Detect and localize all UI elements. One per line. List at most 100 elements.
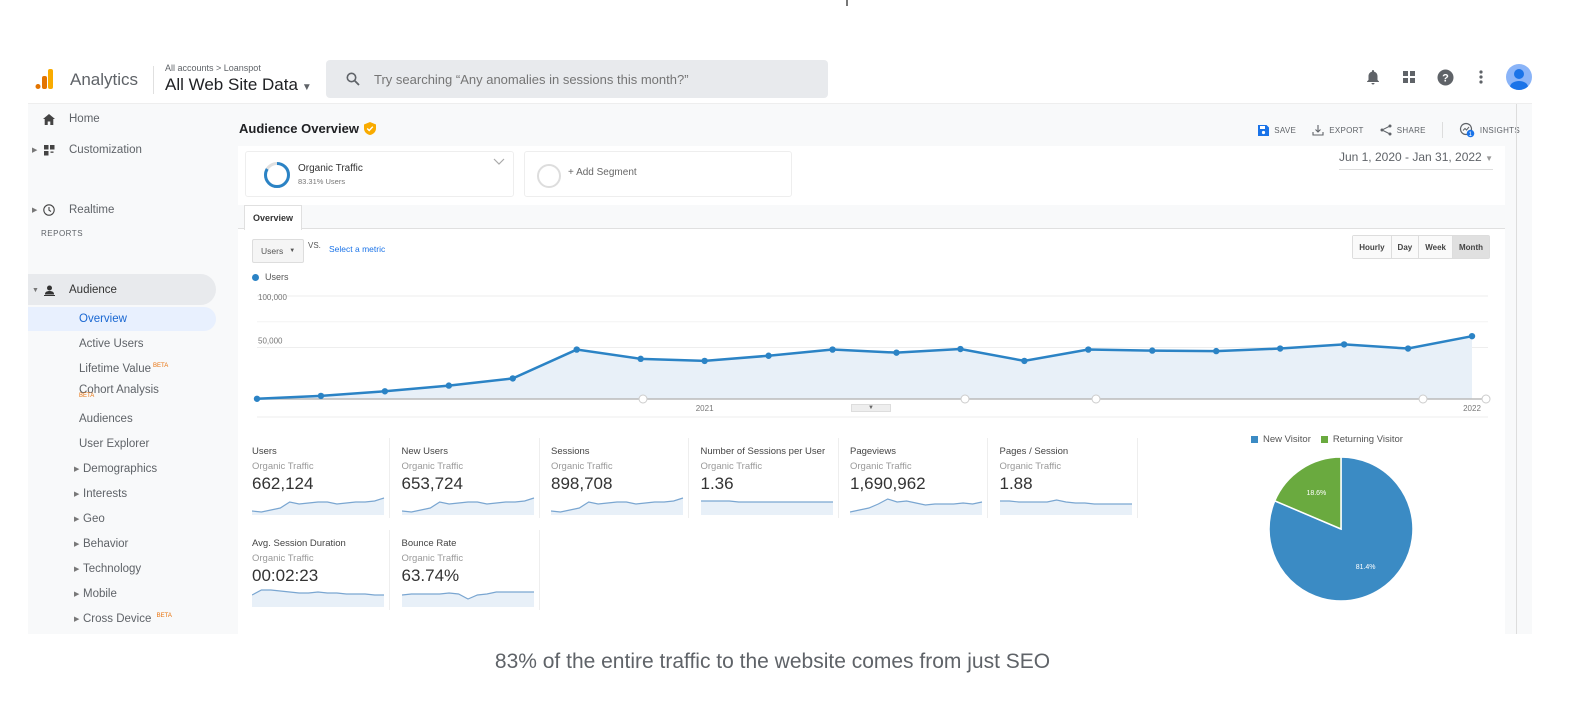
kpi-name: Pageviews (850, 446, 896, 457)
data-point[interactable] (317, 392, 325, 400)
chart-scroll-handle[interactable]: ▼ (851, 404, 891, 412)
data-point[interactable] (829, 346, 836, 353)
sidebar-item-home[interactable]: Home (28, 107, 228, 131)
dashboard-icon (42, 143, 56, 157)
sidebar-label: Realtime (69, 204, 115, 216)
property-selector[interactable]: All Web Site Data ▼ (165, 75, 312, 95)
kpi-tile[interactable]: Number of Sessions per User Organic Traff… (699, 438, 839, 518)
date-range-picker[interactable]: Jun 1, 2020 - Jan 31, 2022 ▼ (1338, 150, 1493, 170)
bell-icon[interactable] (1362, 66, 1384, 88)
legend-label: Users (265, 272, 289, 282)
annotation-marker[interactable] (1418, 394, 1428, 404)
data-point[interactable] (509, 375, 516, 382)
sidebar-item-technology[interactable]: ▶ Technology (28, 557, 216, 581)
sidebar-item-custom[interactable]: ▶Custom (28, 632, 216, 634)
pie-slice[interactable] (1268, 456, 1414, 602)
analytics-app: Analytics All accounts > Loanspot All We… (28, 56, 1532, 634)
sidebar-item-interests[interactable]: ▶ Interests (28, 482, 216, 506)
sidebar-item-mobile[interactable]: ▶ Mobile (28, 582, 216, 606)
kpi-segment: Organic Traffic (551, 461, 613, 472)
data-point[interactable] (1149, 347, 1156, 354)
kpi-value: 898,708 (551, 474, 613, 493)
search-bar[interactable] (326, 60, 828, 98)
pie-slice[interactable] (1273, 456, 1342, 531)
annotation-marker[interactable] (638, 394, 648, 404)
granularity-hourly[interactable]: Hourly (1353, 236, 1392, 258)
svg-text:?: ? (1442, 72, 1449, 84)
sidebar-item-active-users[interactable]: Active Users (28, 332, 216, 356)
sidebar-item-realtime[interactable]: ▶ Realtime (28, 198, 228, 222)
sidebar-item-audience[interactable]: ▼ Audience (28, 278, 216, 302)
chevron-down-icon[interactable] (493, 158, 505, 166)
expand-arrow-icon: ▶ (74, 616, 80, 623)
metric-selector[interactable]: Users ▼ (252, 239, 305, 263)
sidebar-label: Audiences (79, 413, 133, 425)
apps-grid-icon[interactable] (1398, 66, 1420, 88)
insights-label: INSIGHTS (1479, 125, 1520, 135)
annotation-marker[interactable] (1091, 394, 1101, 404)
kpi-tile[interactable]: Sessions Organic Traffic 898,708 (549, 438, 689, 518)
select-metric-link[interactable]: Select a metric (329, 244, 386, 254)
granularity-month[interactable]: Month (1453, 236, 1489, 258)
kpi-tile[interactable]: Avg. Session Duration Organic Traffic 00:0… (250, 530, 390, 610)
kpi-name: Pages / Session (999, 446, 1069, 457)
kpi-tile[interactable]: Users Organic Traffic 662,124 (250, 438, 390, 518)
kpi-tile[interactable]: Pageviews Organic Traffic 1,690,962 (848, 438, 988, 518)
help-icon[interactable]: ? (1434, 66, 1456, 88)
share-button[interactable]: SHARE (1380, 124, 1426, 136)
data-point[interactable] (1213, 347, 1220, 355)
kpi-tile[interactable]: Pages / Session Organic Traffic 1.88 (998, 438, 1138, 518)
person-icon (42, 283, 56, 297)
account-avatar[interactable] (1506, 64, 1532, 90)
share-icon (1380, 124, 1392, 136)
account-breadcrumb[interactable]: All accounts > Loanspot (165, 63, 261, 73)
sidebar-item-audiences[interactable]: Audiences (28, 407, 216, 431)
data-point[interactable] (701, 357, 708, 365)
data-point[interactable] (1276, 345, 1284, 352)
sidebar-label: Geo (83, 513, 105, 525)
sidebar-item-behavior[interactable]: ▶ Behavior (28, 532, 216, 556)
kpi-tile[interactable]: New Users Organic Traffic 653,724 (400, 438, 540, 518)
add-segment-button[interactable]: + Add Segment (524, 151, 792, 197)
annotation-marker[interactable] (960, 394, 970, 404)
sidebar-label: Cohort Analysis (79, 384, 159, 396)
kpi-sparkline (401, 591, 534, 607)
save-button[interactable]: SAVE (1258, 124, 1296, 136)
data-point[interactable] (573, 346, 580, 353)
label-text: Cross Device (83, 613, 152, 625)
data-point[interactable] (957, 345, 964, 353)
data-point[interactable] (1021, 357, 1028, 365)
tab-overview[interactable]: Overview (244, 205, 303, 230)
sidebar-item-geo[interactable]: ▶ Geo (28, 507, 216, 531)
sidebar-item-lifetime-value[interactable]: Lifetime Value BETA (28, 357, 216, 381)
data-point[interactable] (893, 349, 900, 356)
sidebar-item-cohort-analysis[interactable]: Cohort Analysis BETA (28, 378, 216, 402)
data-point[interactable] (381, 388, 389, 395)
data-point[interactable] (1468, 332, 1476, 340)
insights-icon: 1 (1459, 122, 1475, 138)
granularity-day[interactable]: Day (1391, 236, 1420, 258)
kpi-tile[interactable]: Bounce Rate Organic Traffic 63.74% (400, 530, 540, 610)
metric-name: Users (261, 246, 284, 256)
data-point[interactable] (253, 395, 261, 402)
export-button[interactable]: EXPORT (1312, 124, 1364, 136)
sidebar-item-cross-device[interactable]: ▶ Cross Device BETA (28, 607, 216, 631)
data-point[interactable] (445, 382, 453, 389)
more-vert-icon[interactable] (1470, 66, 1492, 88)
sidebar-item-user-explorer[interactable]: User Explorer (28, 432, 216, 456)
data-point[interactable] (1340, 341, 1348, 348)
insights-button[interactable]: 1 INSIGHTS (1459, 122, 1520, 138)
data-point[interactable] (1404, 345, 1412, 352)
data-point[interactable] (1085, 346, 1092, 353)
overview-highlight (28, 307, 216, 331)
segment-organic-traffic[interactable]: Organic Traffic 83.31% Users (245, 151, 514, 197)
sidebar-item-demographics[interactable]: ▶ Demographics (28, 457, 216, 481)
data-point[interactable] (765, 352, 772, 359)
y-tick-label: 100,000 (258, 293, 287, 302)
granularity-week[interactable]: Week (1419, 236, 1453, 258)
sidebar-item-customization[interactable]: ▶ Customization (28, 138, 228, 162)
sidebar-item-overview[interactable]: Overview (28, 307, 216, 331)
annotation-marker[interactable] (1481, 394, 1491, 404)
data-point[interactable] (637, 355, 644, 363)
search-input[interactable] (374, 71, 794, 87)
